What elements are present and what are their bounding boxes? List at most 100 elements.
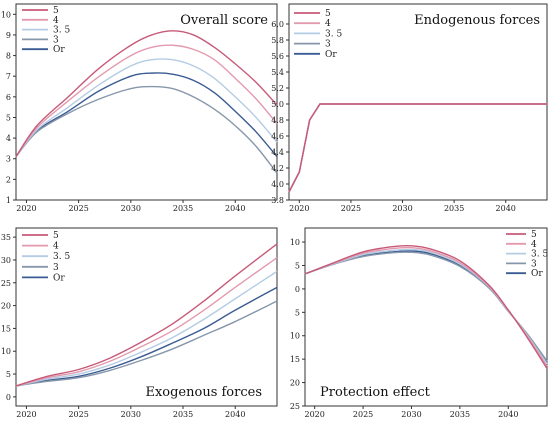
series-line-5 bbox=[15, 30, 278, 158]
y-tick-label: 4.8 bbox=[271, 116, 284, 125]
legend-label: 3 bbox=[53, 35, 59, 45]
x-tick-label: 2035 bbox=[444, 204, 464, 213]
series-line-35 bbox=[288, 103, 547, 193]
y-tick-label: 0 bbox=[6, 393, 11, 402]
series-line-35 bbox=[304, 248, 548, 365]
legend-label: 3. 5 bbox=[325, 29, 342, 39]
legend-label: 5 bbox=[325, 9, 331, 19]
y-tick-label: 6.0 bbox=[271, 20, 284, 29]
y-tick-label: 5.0 bbox=[271, 100, 284, 109]
legend-label: 3. 5 bbox=[531, 250, 548, 260]
y-tick-label: 5 bbox=[295, 261, 300, 270]
legend-label: 5 bbox=[53, 6, 59, 16]
y-tick-label: 10 bbox=[1, 347, 11, 356]
chart-title: Endogenous forces bbox=[414, 13, 540, 28]
y-tick-label: 2 bbox=[6, 175, 11, 184]
plot-frame bbox=[15, 227, 278, 407]
y-tick-label: 5.6 bbox=[271, 52, 284, 61]
y-tick-label: 30 bbox=[1, 256, 11, 265]
y-tick-label: 8 bbox=[6, 52, 11, 61]
plot-frame bbox=[15, 3, 278, 201]
y-tick-label: 15 bbox=[1, 324, 11, 333]
y-tick-label: 20 bbox=[1, 302, 11, 311]
series-line-Or bbox=[15, 286, 278, 387]
x-tick-label: 2020 bbox=[289, 204, 309, 213]
y-tick-label: 5.8 bbox=[271, 36, 284, 45]
y-tick-label: 10 bbox=[290, 332, 300, 341]
y-tick-label: 5 bbox=[295, 308, 300, 317]
y-tick-label: 4.4 bbox=[271, 148, 284, 157]
series-line-5 bbox=[15, 243, 278, 387]
y-tick-label: 3.8 bbox=[271, 196, 284, 205]
y-tick-label: 6 bbox=[6, 93, 11, 102]
legend-label: 3. 5 bbox=[53, 252, 70, 262]
x-tick-label: 2025 bbox=[341, 204, 361, 213]
x-tick-label: 2030 bbox=[392, 204, 412, 213]
legend-label: Or bbox=[53, 45, 65, 55]
chart-title: Overall score bbox=[180, 13, 268, 28]
chart-title: Protection effect bbox=[320, 385, 431, 400]
y-tick-label: 4.6 bbox=[271, 132, 284, 141]
legend-label: 4 bbox=[531, 240, 537, 250]
y-tick-label: 4 bbox=[6, 134, 11, 143]
x-tick-label: 2030 bbox=[401, 410, 421, 419]
chart-title: Exogenous forces bbox=[145, 385, 262, 400]
series-line-3 bbox=[15, 300, 278, 387]
plot-frame bbox=[288, 3, 548, 201]
x-tick-label: 2020 bbox=[16, 204, 36, 213]
x-tick-label: 2020 bbox=[305, 410, 325, 419]
x-tick-label: 2040 bbox=[496, 204, 516, 213]
legend-label: 3. 5 bbox=[53, 26, 70, 36]
y-tick-label: 25 bbox=[1, 279, 11, 288]
y-tick-label: 0 bbox=[295, 285, 300, 294]
legend-label: 4 bbox=[53, 242, 59, 252]
y-tick-label: 10 bbox=[1, 10, 11, 19]
legend-label: 5 bbox=[53, 231, 59, 241]
x-tick-label: 2035 bbox=[173, 410, 193, 419]
x-tick-label: 2025 bbox=[68, 410, 88, 419]
y-tick-label: 4.0 bbox=[271, 180, 284, 189]
series-line-35 bbox=[15, 58, 278, 158]
y-tick-label: 25 bbox=[290, 402, 300, 411]
legend-label: 5 bbox=[531, 230, 537, 240]
series-line-Or bbox=[15, 72, 278, 158]
legend-label: Or bbox=[53, 273, 65, 283]
x-tick-label: 2040 bbox=[225, 410, 245, 419]
series-line-Or bbox=[304, 250, 548, 363]
x-tick-label: 2035 bbox=[450, 410, 470, 419]
series-line-4 bbox=[288, 103, 547, 193]
x-tick-label: 2030 bbox=[121, 410, 141, 419]
x-tick-label: 2035 bbox=[173, 204, 193, 213]
legend-label: 3 bbox=[325, 40, 331, 50]
y-tick-label: 5.2 bbox=[271, 84, 284, 93]
chart-panel-2: 2020 2025 2030 2035 2040 3.8 4.0 4.2 4.4 4.6 4.8 5.… bbox=[271, 3, 548, 213]
x-tick-label: 2025 bbox=[68, 204, 88, 213]
series-line-4 bbox=[15, 257, 278, 387]
legend-label: Or bbox=[325, 50, 337, 60]
y-tick-label: 10 bbox=[290, 238, 300, 247]
legend-label: 3 bbox=[53, 263, 59, 273]
series-line-3 bbox=[304, 251, 548, 362]
y-tick-label: 5 bbox=[6, 113, 11, 122]
series-line-4 bbox=[15, 44, 278, 158]
legend-label: 3 bbox=[531, 259, 537, 269]
series-line-3 bbox=[15, 85, 278, 174]
x-tick-label: 2040 bbox=[225, 204, 245, 213]
y-tick-label: 15 bbox=[290, 355, 300, 364]
y-tick-label: 3 bbox=[6, 155, 11, 164]
x-tick-label: 2040 bbox=[498, 410, 518, 419]
legend-label: Or bbox=[531, 269, 543, 279]
y-tick-label: 20 bbox=[290, 379, 300, 388]
x-tick-label: 2020 bbox=[16, 410, 36, 419]
legend-label: 4 bbox=[325, 19, 331, 29]
plot-frame bbox=[304, 227, 548, 407]
series-line-Or bbox=[288, 103, 547, 193]
x-tick-label: 2025 bbox=[353, 410, 373, 419]
series-line-5 bbox=[304, 244, 548, 369]
series-line-3 bbox=[288, 103, 547, 193]
y-tick-label: 1 bbox=[6, 196, 11, 205]
